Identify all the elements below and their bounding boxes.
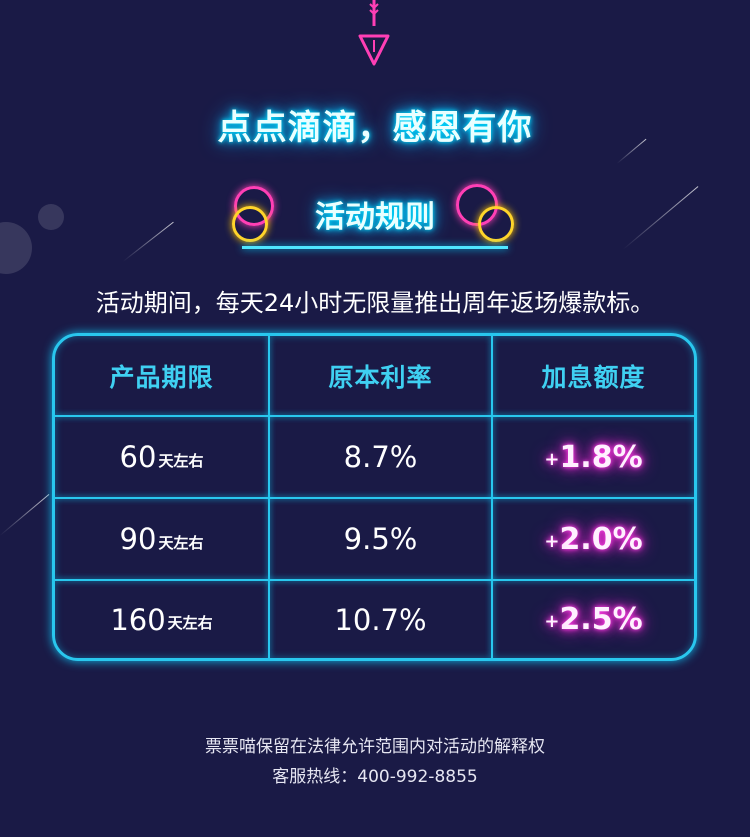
term-value: 90 — [119, 522, 157, 556]
page-title: 点点滴滴，感恩有你 — [217, 108, 533, 148]
table-divider — [55, 579, 694, 581]
table-header-rate: 原本利率 — [328, 362, 433, 392]
rules-header: 活动规则 — [220, 172, 530, 262]
table-header-bonus: 加息额度 — [541, 362, 646, 392]
table-divider — [55, 415, 694, 417]
neon-arrow-down-icon — [358, 0, 390, 66]
rules-title: 活动规则 — [315, 200, 435, 235]
bonus-value: 2.5% — [559, 602, 643, 637]
neon-ring-icon — [456, 184, 498, 226]
bonus-value: 2.0% — [559, 521, 643, 557]
table-divider — [55, 497, 694, 499]
table-cell-term: 90 天左右 — [55, 499, 268, 579]
activity-description: 活动期间，每天24小时无限量推出周年返场爆款标。 — [95, 289, 655, 317]
shooting-star — [0, 493, 50, 536]
decorative-bubble — [38, 204, 64, 230]
decorative-bubble — [0, 222, 32, 274]
disclaimer-text: 票票喵保留在法律允许范围内对活动的解释权 — [205, 737, 545, 757]
title-underline — [242, 246, 508, 249]
table-header-term: 产品期限 — [109, 362, 214, 392]
plus-sign: + — [544, 530, 560, 552]
term-unit: 天左右 — [158, 533, 204, 552]
plus-sign: + — [544, 611, 560, 632]
bonus-value: 1.8% — [559, 439, 643, 475]
shooting-star — [622, 186, 699, 250]
table-cell-rate: 8.7% — [343, 440, 418, 474]
neon-ring-icon — [478, 206, 514, 242]
rate-table: 产品期限 原本利率 加息额度 60 天左右 8.7% +1.8% 90 天左右 9.… — [52, 333, 697, 661]
plus-sign: + — [544, 448, 560, 470]
table-cell-rate: 10.7% — [334, 602, 427, 637]
hotline-text: 客服热线：400-992-8855 — [272, 767, 478, 787]
table-cell-bonus: +1.8% — [493, 417, 694, 497]
neon-ring-icon — [232, 206, 268, 242]
table-cell-bonus: +2.5% — [493, 581, 694, 658]
table-cell-term: 160 天左右 — [55, 581, 268, 658]
term-value: 60 — [119, 440, 157, 474]
table-cell-bonus: +2.0% — [493, 499, 694, 579]
shooting-star — [122, 221, 174, 262]
term-value: 160 — [110, 602, 166, 637]
term-unit: 天左右 — [167, 614, 213, 632]
table-cell-rate: 9.5% — [343, 522, 418, 556]
term-unit: 天左右 — [158, 451, 204, 470]
table-cell-term: 60 天左右 — [55, 417, 268, 497]
